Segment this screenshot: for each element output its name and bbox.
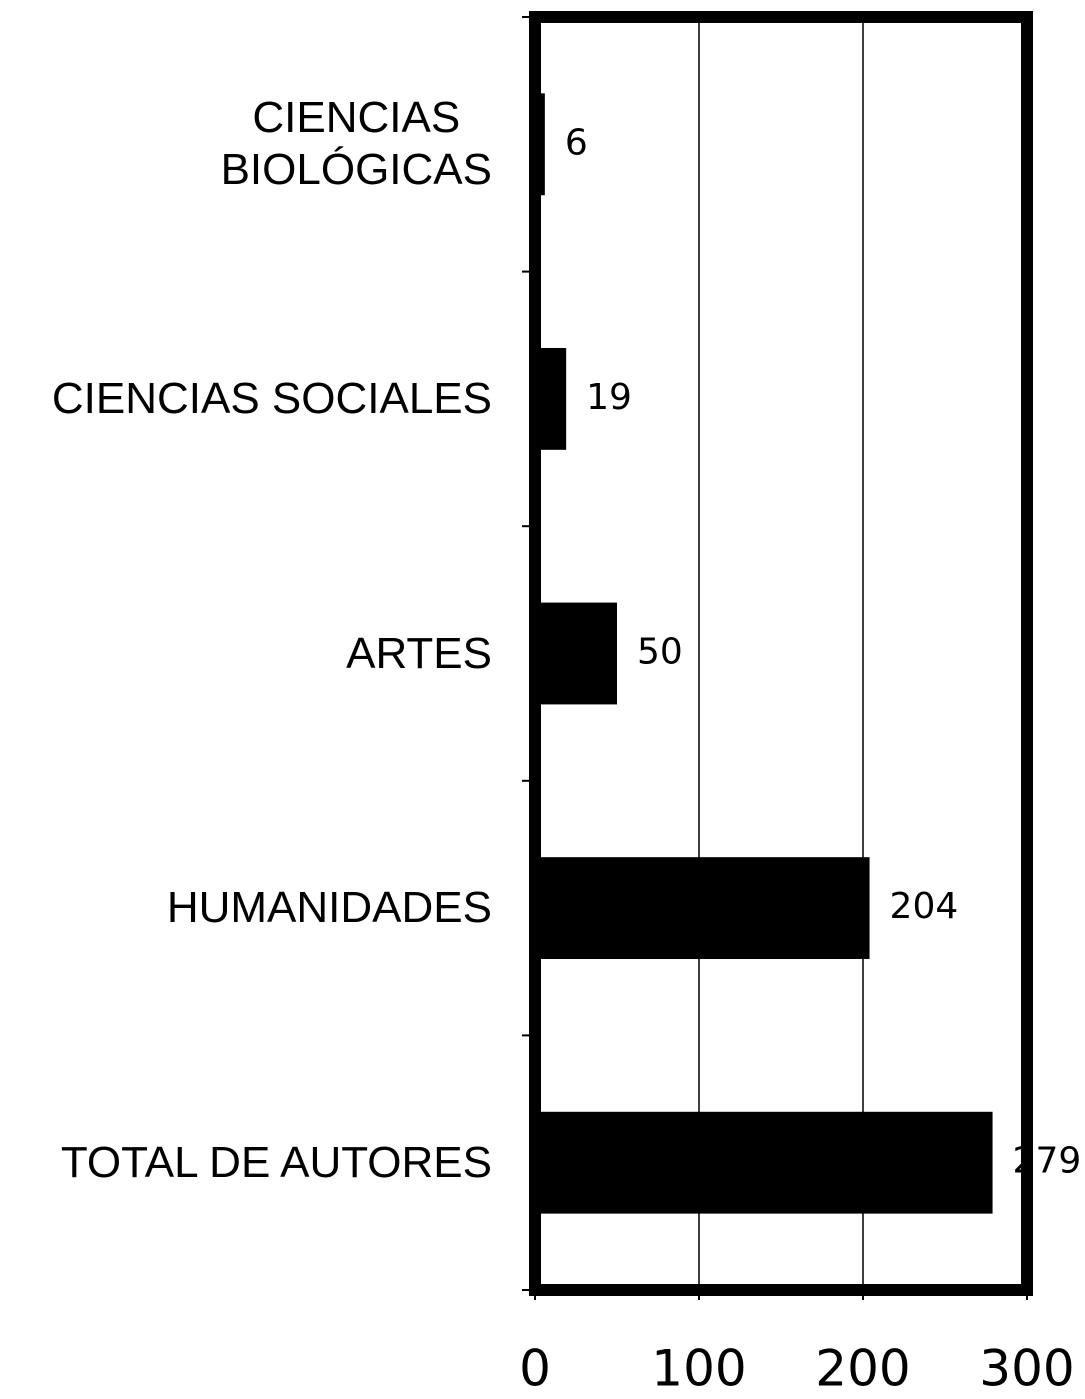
category-label: ARTES <box>346 628 492 678</box>
bar <box>535 602 617 705</box>
bar <box>535 1111 993 1214</box>
x-tick-label: 0 <box>519 1340 551 1398</box>
value-label: 19 <box>586 377 632 418</box>
category-label: CIENCIAS SOCIALES <box>51 373 492 423</box>
value-label: 6 <box>565 122 588 163</box>
x-tick-label: 300 <box>979 1340 1074 1398</box>
category-label: CIENCIAS BIOLÓGICAS <box>220 93 492 195</box>
plot-frame <box>529 11 1033 1296</box>
x-tick-label: 200 <box>815 1340 910 1398</box>
value-label: 204 <box>890 886 959 927</box>
category-label: TOTAL DE AUTORES <box>60 1137 492 1187</box>
value-label: 50 <box>637 632 683 673</box>
x-tick-label: 100 <box>651 1340 746 1398</box>
bar <box>535 857 870 960</box>
category-label: HUMANIDADES <box>166 883 492 933</box>
